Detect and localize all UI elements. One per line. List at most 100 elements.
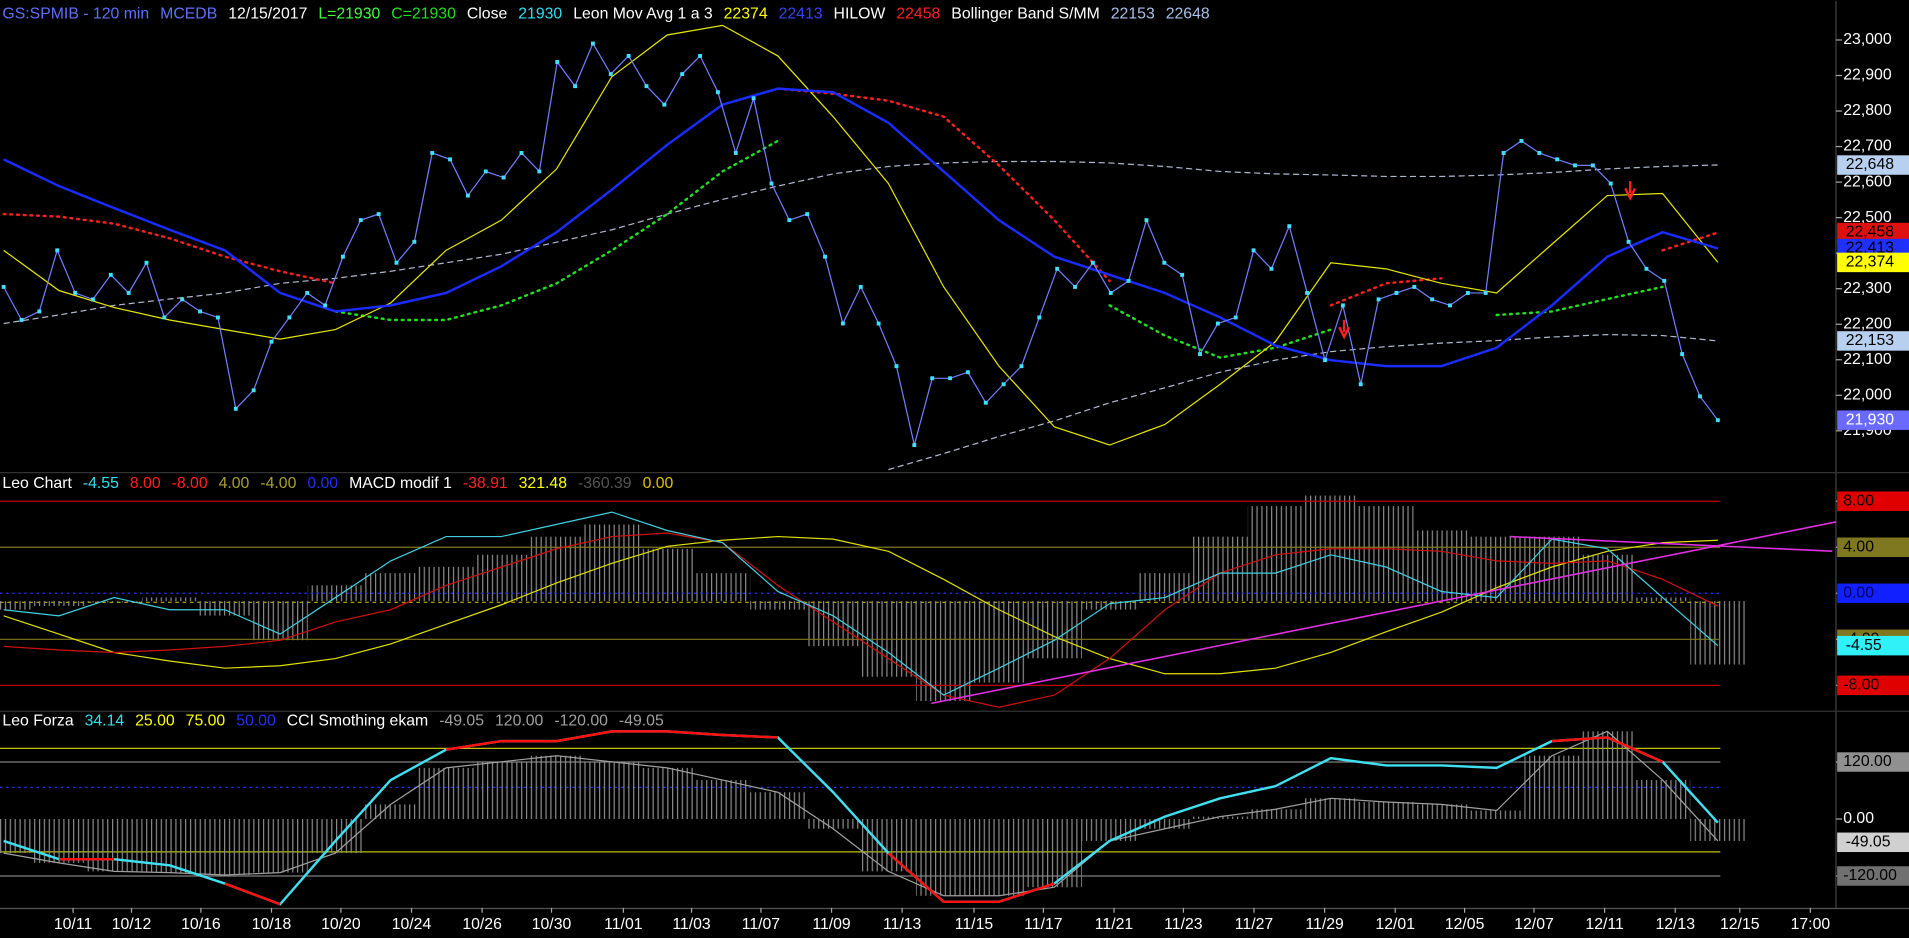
header-item: 75.00 xyxy=(186,713,226,730)
price-dot xyxy=(805,212,810,217)
price-dot xyxy=(1501,151,1506,155)
histogram-bar xyxy=(1247,506,1304,602)
histogram-bar xyxy=(1690,601,1746,665)
histogram-bar xyxy=(1469,536,1525,602)
header-item: 22413 xyxy=(779,5,823,22)
series-line xyxy=(3,24,1719,446)
price-dot xyxy=(1555,157,1560,162)
price-dot xyxy=(769,181,774,186)
series-line xyxy=(3,511,1719,696)
panel-header: Leo Forza 34.14 25.00 75.00 50.00 CCI Smothin… xyxy=(2,713,664,730)
price-dot xyxy=(1340,303,1345,308)
value-tag xyxy=(1837,832,1909,853)
y-tick-label: 22,500 xyxy=(1843,209,1892,226)
value-tag-label: -4.55 xyxy=(1846,637,1882,654)
price-dot xyxy=(358,218,363,223)
header-item: 22458 xyxy=(896,5,940,22)
histogram-bar xyxy=(639,548,695,602)
header-item: 34.14 xyxy=(85,713,125,730)
price-dot xyxy=(233,406,238,411)
x-tick-label: 12/13 xyxy=(1655,916,1695,933)
histogram-bar xyxy=(197,819,253,875)
header-item: MCEDB xyxy=(160,5,217,22)
histogram-bar xyxy=(750,792,806,820)
price-dot xyxy=(1019,364,1024,369)
histogram-bar xyxy=(971,601,1027,683)
header-item: Bollinger Band S/MM xyxy=(951,5,1100,22)
x-tick-label: 10/20 xyxy=(321,916,361,933)
signal-arrow xyxy=(1624,181,1637,201)
series-line xyxy=(3,730,1719,906)
price-dot xyxy=(1590,163,1595,168)
histogram-bar xyxy=(1634,780,1691,820)
price-dot xyxy=(251,388,256,393)
price-dot xyxy=(983,400,988,405)
histogram-bar xyxy=(86,601,142,603)
price-dot xyxy=(501,175,506,180)
histogram-bar xyxy=(639,767,695,820)
histogram-bar xyxy=(363,804,419,820)
histogram-bar xyxy=(1469,810,1525,820)
header-item: 22153 xyxy=(1111,5,1155,22)
histogram-bar xyxy=(473,554,529,602)
price-dot xyxy=(1662,278,1667,283)
histogram-bar xyxy=(1247,809,1304,820)
price-dot xyxy=(1715,418,1720,423)
price-dot xyxy=(198,309,203,314)
price-dot xyxy=(412,239,417,244)
histogram-bar xyxy=(31,601,87,607)
price-dot xyxy=(1108,291,1113,295)
price-dot xyxy=(715,90,720,95)
y-tick-label: 8.00 xyxy=(1843,492,1874,509)
price-dot xyxy=(751,96,756,101)
header-item: CCI Smothing ekam xyxy=(287,713,429,730)
histogram-bar xyxy=(805,819,861,829)
price-dot xyxy=(1626,239,1631,244)
tick-label-box xyxy=(1837,675,1909,696)
y-tick-label: 0.00 xyxy=(1843,584,1874,601)
price-dot xyxy=(1412,284,1417,289)
plot-layer: GS:SPMIB - 120 min MCEDB 12/15/2017 L=21930… xyxy=(0,5,1909,933)
x-tick-label: 11/07 xyxy=(742,916,780,933)
x-tick-label: 10/16 xyxy=(181,916,221,933)
histogram-bar xyxy=(418,767,474,820)
price-dot xyxy=(858,284,863,289)
price-dot xyxy=(37,309,42,314)
series-line xyxy=(3,87,1719,368)
header-item: 4.00 xyxy=(219,475,250,492)
price-dot xyxy=(1358,382,1363,387)
price-dot xyxy=(876,321,881,326)
price-dot xyxy=(1698,394,1702,399)
y-tick-label: 4.00 xyxy=(1843,538,1874,555)
price-dot xyxy=(662,102,667,107)
series-line xyxy=(334,139,1664,359)
price-dot xyxy=(948,376,952,381)
price-dot xyxy=(1376,297,1381,302)
x-tick-label: 12/05 xyxy=(1445,916,1485,933)
histogram-bar xyxy=(1358,801,1414,820)
price-dot xyxy=(1394,291,1399,295)
histogram-bar xyxy=(31,819,87,863)
price-dot xyxy=(108,272,113,277)
header-item: -38.91 xyxy=(463,475,508,492)
price-dot xyxy=(1,284,6,289)
price-dot xyxy=(894,364,899,369)
histogram-bar xyxy=(694,780,751,820)
header-item: GS:SPMIB - 120 min xyxy=(2,5,149,22)
header-item: -8.00 xyxy=(172,475,208,492)
header-item: Close xyxy=(467,5,508,22)
histogram-bar xyxy=(1026,601,1082,659)
tick-label-box xyxy=(1837,537,1909,557)
value-tag xyxy=(1837,222,1909,243)
histogram-bar xyxy=(1303,798,1359,820)
price-dot xyxy=(162,315,167,320)
y-tick-label: -120.00 xyxy=(1843,867,1897,884)
price-dot xyxy=(1519,138,1524,143)
value-tag xyxy=(1837,252,1909,273)
header-item: 0.00 xyxy=(643,475,674,492)
price-dot xyxy=(215,315,220,320)
histogram-bar xyxy=(1026,819,1082,888)
price-dot xyxy=(465,193,470,198)
header-item: 0.00 xyxy=(307,475,338,492)
